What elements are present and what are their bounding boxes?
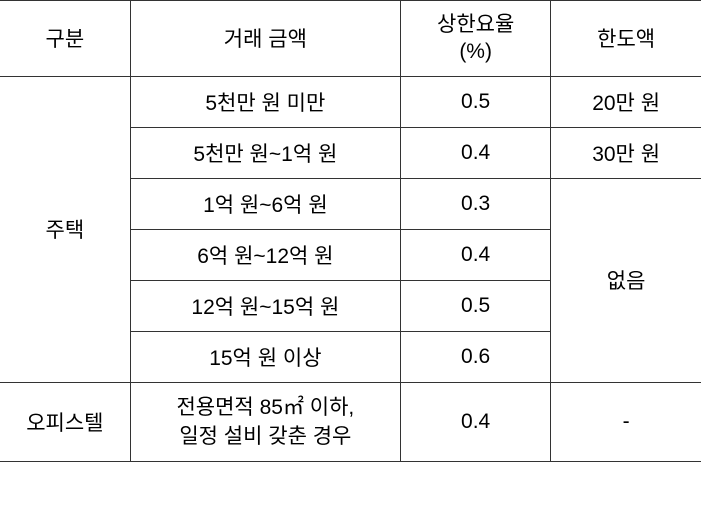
table-row: 주택 5천만 원 미만 0.5 20만 원	[0, 76, 701, 127]
amount-cell: 6억 원~12억 원	[130, 229, 400, 280]
category-housing: 주택	[0, 76, 130, 382]
limit-cell: -	[551, 382, 701, 462]
fee-table-container: 구분 거래 금액 상한요율(%) 한도액 주택 5천만 원 미만 0.5 20만…	[0, 0, 701, 462]
amount-cell: 5천만 원 미만	[130, 76, 400, 127]
rate-cell: 0.6	[401, 331, 551, 382]
amount-cell: 12억 원~15억 원	[130, 280, 400, 331]
rate-cell: 0.4	[401, 127, 551, 178]
table-row: 오피스텔 전용면적 85㎡ 이하,일정 설비 갖춘 경우 0.4 -	[0, 382, 701, 462]
category-officetel: 오피스텔	[0, 382, 130, 462]
rate-cell: 0.3	[401, 178, 551, 229]
header-limit: 한도액	[551, 1, 701, 77]
header-rate: 상한요율(%)	[401, 1, 551, 77]
amount-cell: 5천만 원~1억 원	[130, 127, 400, 178]
header-amount: 거래 금액	[130, 1, 400, 77]
amount-cell: 15억 원 이상	[130, 331, 400, 382]
header-category: 구분	[0, 1, 130, 77]
amount-cell: 전용면적 85㎡ 이하,일정 설비 갖춘 경우	[130, 382, 400, 462]
limit-none-cell: 없음	[551, 178, 701, 382]
rate-cell: 0.4	[401, 229, 551, 280]
rate-cell: 0.4	[401, 382, 551, 462]
limit-cell: 30만 원	[551, 127, 701, 178]
amount-cell: 1억 원~6억 원	[130, 178, 400, 229]
rate-cell: 0.5	[401, 76, 551, 127]
rate-cell: 0.5	[401, 280, 551, 331]
fee-rate-table: 구분 거래 금액 상한요율(%) 한도액 주택 5천만 원 미만 0.5 20만…	[0, 0, 701, 462]
table-header-row: 구분 거래 금액 상한요율(%) 한도액	[0, 1, 701, 77]
limit-cell: 20만 원	[551, 76, 701, 127]
